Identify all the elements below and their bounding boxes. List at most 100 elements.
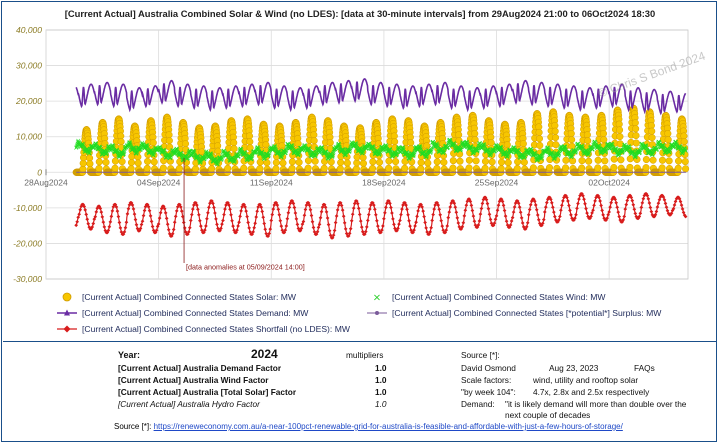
shortfall-point <box>584 206 588 211</box>
shortfall-point <box>340 208 345 212</box>
shortfall-point <box>341 214 346 219</box>
shortfall-point <box>236 224 240 228</box>
shortfall-point <box>574 212 578 217</box>
solar-point <box>118 151 126 159</box>
shortfall-point <box>461 220 466 225</box>
solar-point <box>632 132 640 140</box>
shortfall-point <box>239 209 243 213</box>
legend-demand-label: [Current Actual] Combined Connected Stat… <box>82 308 309 318</box>
shortfall-point <box>357 212 362 217</box>
x-tick-label: 18Sep2024 <box>362 177 406 187</box>
shortfall-point <box>262 221 267 226</box>
shortfall-point <box>517 205 522 209</box>
solar-point <box>465 164 473 172</box>
solar-point <box>648 127 656 135</box>
shortfall-point <box>287 205 292 210</box>
y-tick-label: 20,000 <box>15 96 42 106</box>
shortfall-point <box>413 224 417 228</box>
shortfall-point <box>101 220 106 224</box>
shortfall-point <box>252 225 257 230</box>
shortfall-point <box>342 221 347 225</box>
shortfall-point <box>109 214 114 219</box>
shortfall-point <box>255 209 260 214</box>
solar-point <box>118 158 126 166</box>
shortfall-point <box>568 208 572 213</box>
shortfall-point <box>382 216 386 221</box>
shortfall-point <box>520 221 525 225</box>
shortfall-point <box>117 220 122 225</box>
shortfall-point <box>286 210 291 215</box>
solar-point <box>240 164 248 172</box>
shortfall-point <box>463 208 468 213</box>
shortfall-point <box>107 224 112 229</box>
shortfall-point <box>456 221 461 225</box>
solar-point <box>433 158 441 166</box>
solar-point <box>449 157 457 165</box>
shortfall-point <box>150 224 155 229</box>
shortfall-point <box>108 220 113 224</box>
solar-point <box>369 158 377 166</box>
shortfall-point <box>397 222 401 226</box>
legend: [Current Actual] Combined Connected Stat… <box>0 288 720 340</box>
demand-line <box>75 78 687 116</box>
x-tick-label: 25Sep2024 <box>475 177 519 187</box>
shortfall-point <box>485 201 490 206</box>
shortfall-point <box>654 209 659 214</box>
solar-point <box>165 131 173 139</box>
solar-point <box>310 137 318 145</box>
shortfall-point <box>374 212 378 217</box>
y-tick-label: 30,000 <box>16 61 42 71</box>
shortfall-point <box>470 208 475 213</box>
shortfall-point <box>663 201 668 206</box>
shortfall-point <box>446 215 451 220</box>
solar-point <box>535 128 543 136</box>
shortfall-point <box>633 211 638 216</box>
solar-point <box>658 156 667 164</box>
solar-point <box>551 134 560 142</box>
solar-point <box>481 164 489 172</box>
shortfall-point <box>429 225 433 230</box>
shortfall-point <box>351 206 356 210</box>
solar-point <box>230 139 238 147</box>
shortfall-point <box>356 206 361 211</box>
shortfall-point <box>215 222 219 227</box>
shortfall-point <box>528 202 533 207</box>
solar-point <box>352 165 360 173</box>
shortfall-point <box>85 217 90 222</box>
shortfall-point <box>553 214 557 219</box>
shortfall-point <box>488 217 493 222</box>
shortfall-point <box>616 210 621 214</box>
shortfall-point <box>646 197 651 201</box>
solar-point <box>320 164 328 172</box>
solar-point <box>567 130 575 138</box>
shortfall-point <box>544 200 549 205</box>
faqs-link[interactable]: FAQs <box>634 363 655 373</box>
shortfall-point <box>83 208 88 212</box>
shortfall-point <box>260 209 265 214</box>
source-footer: Source [*]: https://reneweconomy.com.au/… <box>114 422 623 431</box>
legend-shortfall: [Current Actual] Combined Connected Stat… <box>56 324 350 334</box>
solar-point <box>472 157 480 165</box>
shortfall-point <box>576 201 580 206</box>
source-url-link[interactable]: https://reneweconomy.com.au/a-near-100pc… <box>153 422 623 431</box>
solar-factor-label: [Current Actual] Australia [Total Solar]… <box>118 387 297 397</box>
shortfall-point <box>173 214 178 219</box>
shortfall-point <box>575 206 579 211</box>
shortfall-point <box>656 201 661 206</box>
shortfall-point <box>174 209 179 213</box>
shortfall-point <box>261 215 266 220</box>
shortfall-point <box>494 214 499 218</box>
shortfall-point <box>308 207 313 212</box>
shortfall-point <box>391 217 395 221</box>
shortfall-point <box>316 225 321 230</box>
shortfall-point <box>569 213 573 217</box>
solar-point <box>513 164 521 173</box>
shortfall-point <box>430 218 435 223</box>
shortfall-point <box>431 212 436 217</box>
shortfall-point <box>649 209 654 214</box>
solar-point <box>417 165 425 173</box>
solar-point <box>159 164 167 172</box>
solar-point <box>385 164 393 172</box>
shortfall-point <box>527 207 532 212</box>
